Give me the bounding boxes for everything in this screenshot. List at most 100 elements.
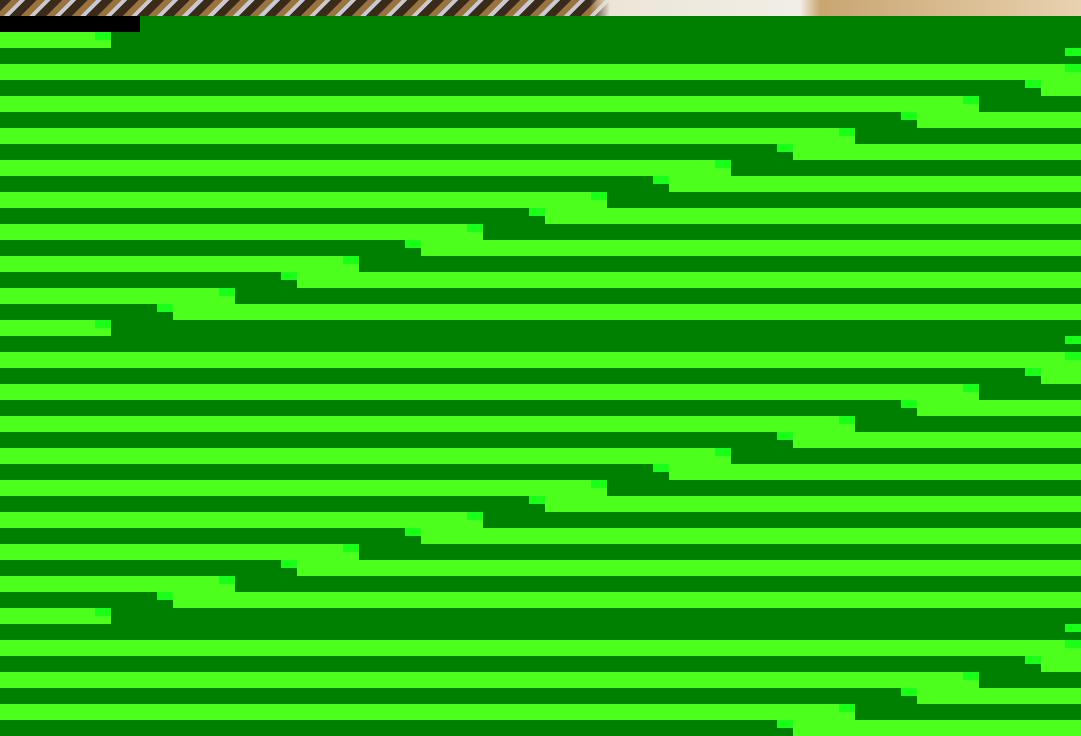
stripe-band: [0, 240, 421, 256]
stripe-glitch-mark: [281, 560, 297, 568]
stripe-band: [359, 544, 1081, 560]
stripe-glitch-mark: [839, 128, 855, 136]
stripe-glitch-mark: [839, 704, 855, 712]
stripe-band: [421, 528, 1081, 544]
stripe-glitch-mark: [591, 192, 607, 200]
stripe-glitch-mark: [715, 160, 731, 168]
stripe-band: [917, 688, 1081, 704]
stripe-glitch-mark: [715, 448, 731, 456]
stripe-band: [917, 400, 1081, 416]
stripe-band: [0, 64, 1081, 80]
stripe-band: [0, 144, 793, 160]
stripe-band: [0, 320, 111, 336]
stripe-band: [0, 48, 1081, 64]
stripe-band: [0, 208, 545, 224]
stripe-band: [0, 464, 669, 480]
stripe-band: [173, 592, 1081, 608]
stripe-band: [0, 16, 140, 32]
stripe-band: [545, 208, 1081, 224]
stripe-band: [0, 288, 235, 304]
stripe-band: [0, 368, 1041, 384]
stripe-glitch-mark: [405, 528, 421, 536]
stripe-glitch-mark: [1025, 80, 1041, 88]
stripe-band: [0, 176, 669, 192]
stripe-band: [545, 496, 1081, 512]
stripe-band: [979, 384, 1081, 400]
stripe-glitch-mark: [1065, 640, 1081, 648]
stripe-band: [0, 640, 1081, 656]
stripe-glitch-mark: [95, 320, 111, 328]
stripe-glitch-mark: [777, 432, 793, 440]
stripe-band: [0, 400, 917, 416]
stripe-glitch-mark: [281, 272, 297, 280]
stripe-band: [731, 448, 1081, 464]
stripe-band: [0, 480, 607, 496]
stripe-band: [0, 352, 1081, 368]
stripe-glitch-mark: [467, 224, 483, 232]
stripe-glitch-mark: [529, 208, 545, 216]
stripe-glitch-mark: [777, 144, 793, 152]
stripe-band: [0, 256, 359, 272]
stripe-band: [0, 384, 979, 400]
stripe-glitch-mark: [963, 96, 979, 104]
stripe-glitch-mark: [219, 288, 235, 296]
stripe-band: [0, 720, 793, 736]
stripe-band: [235, 288, 1081, 304]
stripe-glitch-mark: [95, 608, 111, 616]
stripe-band: [111, 32, 1081, 48]
stripe-band: [855, 416, 1081, 432]
stripe-glitch-mark: [1065, 624, 1081, 632]
photo-strip: [0, 0, 1081, 16]
stripe-band: [0, 432, 793, 448]
stripe-band: [140, 16, 1081, 32]
stripe-band: [483, 512, 1081, 528]
stripe-glitch-mark: [653, 464, 669, 472]
stripe-band: [0, 448, 731, 464]
stripe-band: [0, 80, 1041, 96]
stripe-band: [0, 128, 855, 144]
stripe-band: [0, 272, 297, 288]
stripe-glitch-mark: [653, 176, 669, 184]
stripe-band: [0, 560, 297, 576]
stripe-band: [0, 704, 855, 720]
stripe-band: [669, 464, 1081, 480]
stripe-glitch-mark: [343, 544, 359, 552]
stripe-band: [0, 304, 173, 320]
stripe-band: [0, 112, 917, 128]
stripe-glitch-mark: [777, 720, 793, 728]
stripe-glitch-mark: [405, 240, 421, 248]
stripe-glitch-mark: [529, 496, 545, 504]
stripe-glitch-mark: [1065, 336, 1081, 344]
stripe-band: [0, 544, 359, 560]
stripe-band: [173, 304, 1081, 320]
stripe-glitch-mark: [963, 384, 979, 392]
stripe-glitch-mark: [95, 32, 111, 40]
stripe-glitch-mark: [1065, 352, 1081, 360]
stripe-glitch-mark: [467, 512, 483, 520]
stripe-band: [0, 160, 731, 176]
stripe-band: [0, 336, 1081, 352]
stripe-band: [0, 528, 421, 544]
stripe-glitch-mark: [839, 416, 855, 424]
stripe-band: [235, 576, 1081, 592]
stripe-band: [793, 144, 1081, 160]
stripe-band: [0, 416, 855, 432]
stripe-band: [0, 224, 483, 240]
stripe-band: [979, 672, 1081, 688]
stripe-glitch-mark: [1065, 64, 1081, 72]
stripe-band: [0, 512, 483, 528]
stripe-band: [0, 624, 1081, 640]
stripe-band: [359, 256, 1081, 272]
stripe-glitch-mark: [219, 576, 235, 584]
stripe-band: [1041, 656, 1081, 672]
stripe-band: [0, 32, 111, 48]
stripe-glitch-mark: [1065, 48, 1081, 56]
stripe-band: [1041, 80, 1081, 96]
stripe-band: [669, 176, 1081, 192]
stripe-band: [0, 656, 1041, 672]
stripe-band: [0, 192, 607, 208]
stripe-glitch-mark: [1025, 368, 1041, 376]
stripe-band: [917, 112, 1081, 128]
stripe-glitch-mark: [901, 688, 917, 696]
stripe-band: [855, 704, 1081, 720]
